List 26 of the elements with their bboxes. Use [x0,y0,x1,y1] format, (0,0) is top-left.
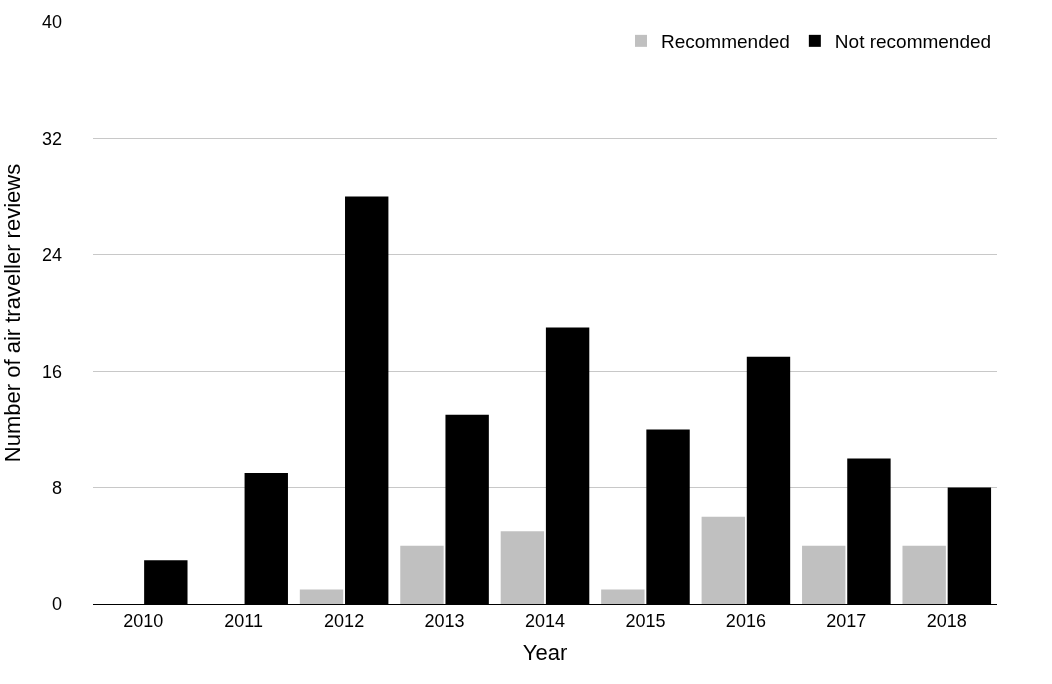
x-tick-label: 2015 [625,610,666,631]
y-tick-label: 24 [41,245,62,266]
x-axis-title: Year [522,640,568,666]
bar [400,545,444,604]
x-tick-label: 2013 [424,610,465,631]
y-tick-label: 40 [41,12,62,33]
y-tick-label: 8 [51,477,62,498]
x-tick-label: 2010 [123,610,164,631]
x-tick-label: 2017 [826,610,867,631]
bar [601,589,645,604]
x-tick-label: 2012 [324,610,365,631]
x-tick-label: 2016 [725,610,766,631]
legend-label: Not recommended [834,31,992,53]
legend-label: Recommended [661,31,790,53]
bar [902,545,946,604]
x-tick-label: 2011 [224,610,264,631]
y-tick-label: 16 [41,361,62,382]
bar [802,545,846,604]
bar [701,516,745,604]
bar [299,589,344,604]
y-tick-label: 0 [51,594,62,615]
x-tick-label: 2018 [926,610,967,631]
x-tick-label: 2014 [524,610,566,631]
y-axis-title: Number of air traveller reviews [0,163,25,463]
y-tick-label: 32 [41,128,62,149]
bar [500,531,545,604]
